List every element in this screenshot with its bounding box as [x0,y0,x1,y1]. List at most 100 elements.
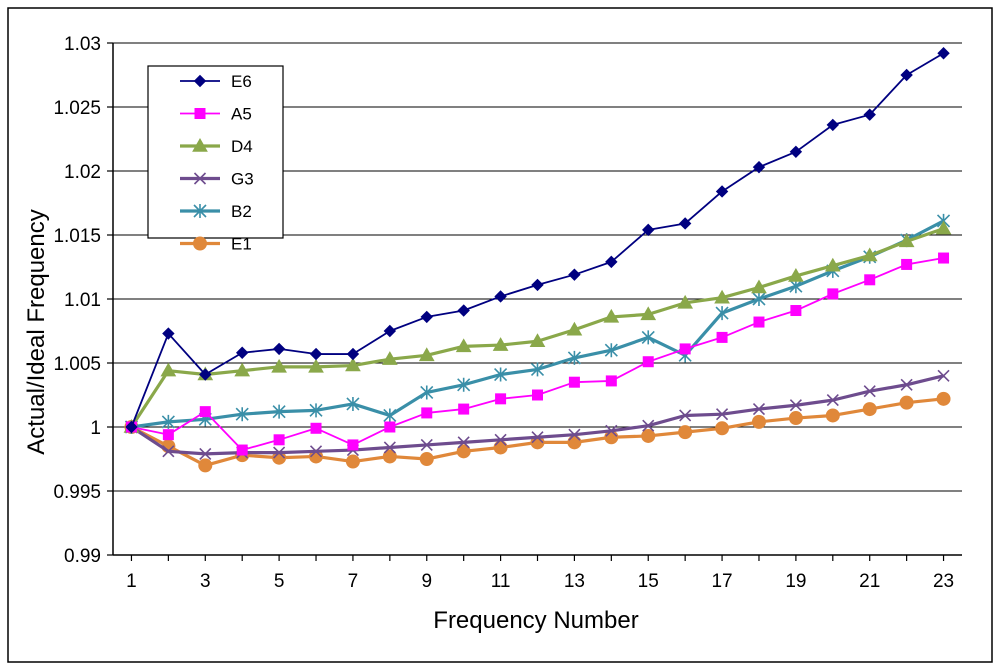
data-point-b2 [530,362,545,377]
data-point-g3 [309,445,323,458]
data-point-e1 [825,408,840,423]
data-point-b2 [235,407,249,422]
data-point-e6 [420,310,433,324]
data-point-g3 [420,438,433,451]
data-point-g3 [789,399,802,412]
y-tick-label: 1.02 [64,162,101,183]
x-tick-label: 23 [933,571,954,592]
data-point-b2 [346,396,360,411]
data-point-e1 [862,402,877,417]
legend-marker-g3 [193,172,207,185]
y-tick-label: 1.01 [64,290,101,311]
data-point-d4 [381,351,398,365]
data-point-e1 [788,411,803,426]
data-point-a5 [495,393,507,405]
data-point-d4 [492,337,509,351]
data-point-e1 [641,428,656,443]
data-point-d4 [160,362,177,377]
data-point-g3 [752,403,766,416]
legend-item-b2: B2 [180,202,252,221]
data-point-b2 [567,350,581,365]
y-tick-label: 1.015 [53,226,101,247]
data-point-e6 [272,342,286,356]
data-point-g3 [642,419,655,432]
data-point-b2 [641,330,655,345]
data-point-e6 [863,108,876,121]
data-point-a5 [421,407,433,419]
y-tick-label: 0.99 [64,546,101,567]
data-point-d4 [234,362,251,377]
data-point-e1 [899,395,914,410]
series-e6 [125,47,950,434]
y-axis-title: Actual/Ideal Frequency [23,209,50,454]
data-point-b2 [715,306,729,321]
x-tick-label: 5 [274,571,285,592]
data-point-e1 [493,440,508,455]
legend-item-d4: D4 [180,137,253,156]
legend-label-g3: G3 [231,170,254,189]
legend-marker-e1 [193,236,207,251]
data-point-a5 [642,356,654,368]
data-point-a5 [605,375,617,387]
data-point-d4 [677,294,694,309]
legend-label-a5: A5 [231,105,252,124]
series-b2 [124,213,951,434]
legend-marker-d4 [192,137,208,152]
data-point-g3 [605,424,618,437]
data-point-g3 [162,445,175,458]
data-point-e6 [457,304,470,317]
data-point-g3 [568,428,581,441]
data-point-e6 [568,268,581,281]
legend-item-e1: E1 [180,235,252,254]
data-point-a5 [162,429,174,441]
y-tick-label: 1.005 [53,354,101,375]
data-point-g3 [531,431,544,444]
data-point-e1 [567,435,582,450]
legend: E6 A5 D4 G3 B2 E1 [147,65,284,254]
data-point-a5 [458,403,470,415]
data-point-e6 [494,290,507,303]
data-point-d4 [788,267,804,282]
x-tick-label: 11 [491,571,511,592]
legend-item-a5: A5 [180,105,252,124]
data-point-e1 [345,454,360,469]
data-point-g3 [457,436,470,449]
data-point-a5 [679,343,691,355]
legend-item-e6: E6 [180,72,252,91]
data-point-e1 [419,452,434,466]
data-point-e6 [937,47,950,60]
data-point-e1 [715,421,730,436]
data-point-g3 [826,394,839,407]
data-point-d4 [418,347,435,362]
data-point-e6 [715,185,729,198]
data-point-e1 [456,444,471,459]
data-point-b2 [309,403,323,418]
data-point-e6 [752,160,766,174]
x-tick-label: 1 [126,571,137,592]
data-point-b2 [752,292,766,306]
data-point-d4 [824,257,841,272]
data-point-a5 [273,434,285,446]
data-point-e6 [826,118,840,132]
data-point-d4 [529,333,546,347]
legend-marker-e6 [193,74,207,88]
x-tick-label: 3 [200,571,211,592]
data-point-b2 [457,377,471,392]
data-point-a5 [568,376,580,388]
data-point-d4 [603,308,620,323]
data-point-b2 [383,408,397,423]
data-point-e6 [125,420,138,434]
y-tick-label: 1.03 [64,34,101,55]
data-point-a5 [827,288,839,300]
data-point-e6 [789,145,803,159]
data-point-d4 [566,321,583,336]
data-point-b2 [272,404,286,419]
data-point-a5 [199,406,211,418]
data-point-a5 [938,252,950,264]
data-point-b2 [604,343,618,358]
data-point-a5 [864,274,876,286]
legend-label-b2: B2 [231,202,252,221]
x-tick-label: 13 [564,571,585,592]
series-g3 [125,369,950,460]
